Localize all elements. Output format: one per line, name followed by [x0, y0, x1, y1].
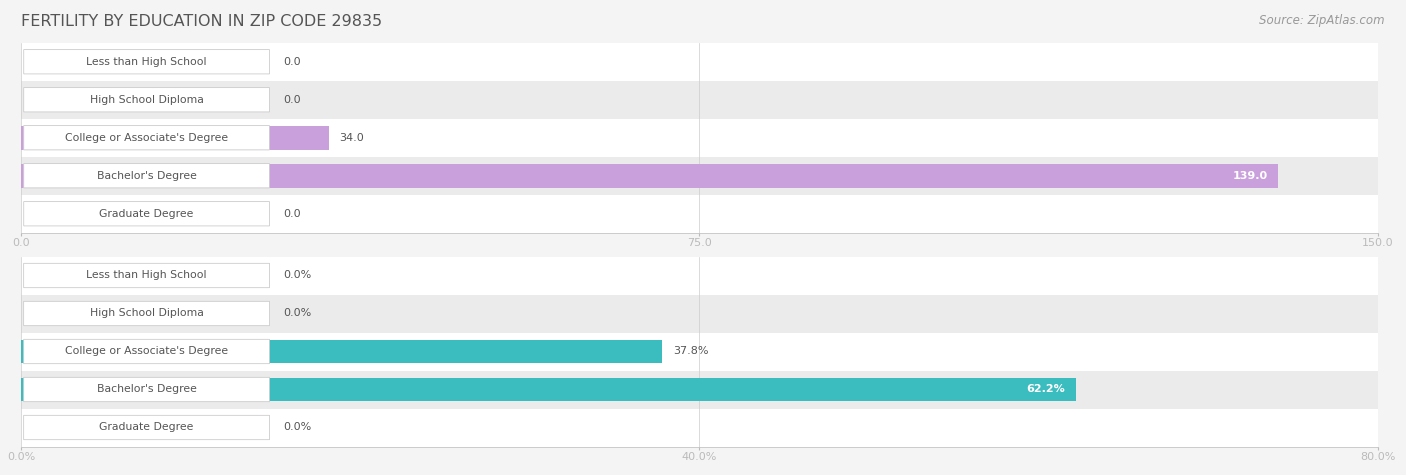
FancyBboxPatch shape: [24, 377, 270, 402]
FancyBboxPatch shape: [24, 49, 270, 74]
Text: Bachelor's Degree: Bachelor's Degree: [97, 171, 197, 181]
Bar: [21, 126, 329, 150]
Text: FERTILITY BY EDUCATION IN ZIP CODE 29835: FERTILITY BY EDUCATION IN ZIP CODE 29835: [21, 14, 382, 29]
Text: 0.0%: 0.0%: [283, 270, 311, 281]
Bar: [21, 157, 1378, 195]
Text: 0.0: 0.0: [283, 57, 301, 67]
Text: Less than High School: Less than High School: [86, 270, 207, 281]
Text: 0.0: 0.0: [283, 209, 301, 219]
Text: 0.0%: 0.0%: [283, 422, 311, 433]
Text: College or Associate's Degree: College or Associate's Degree: [65, 346, 228, 357]
Bar: [21, 340, 662, 363]
Bar: [21, 43, 1378, 81]
Text: Bachelor's Degree: Bachelor's Degree: [97, 384, 197, 395]
Text: 0.0: 0.0: [283, 95, 301, 105]
Bar: [21, 195, 1378, 233]
FancyBboxPatch shape: [24, 87, 270, 112]
Bar: [21, 256, 1378, 294]
FancyBboxPatch shape: [24, 339, 270, 364]
Text: 62.2%: 62.2%: [1026, 384, 1066, 395]
Bar: [21, 332, 1378, 371]
Text: 0.0%: 0.0%: [283, 308, 311, 319]
Text: Less than High School: Less than High School: [86, 57, 207, 67]
Bar: [21, 119, 1378, 157]
Text: 139.0: 139.0: [1233, 171, 1268, 181]
Text: High School Diploma: High School Diploma: [90, 95, 204, 105]
Bar: [21, 378, 1076, 401]
Text: Source: ZipAtlas.com: Source: ZipAtlas.com: [1260, 14, 1385, 27]
Text: 37.8%: 37.8%: [673, 346, 709, 357]
Text: 34.0: 34.0: [339, 133, 364, 143]
Text: Graduate Degree: Graduate Degree: [100, 422, 194, 433]
Text: Graduate Degree: Graduate Degree: [100, 209, 194, 219]
Bar: [21, 81, 1378, 119]
Text: College or Associate's Degree: College or Associate's Degree: [65, 133, 228, 143]
Bar: [21, 294, 1378, 332]
FancyBboxPatch shape: [24, 125, 270, 150]
Bar: [21, 408, 1378, 446]
Bar: [21, 164, 1278, 188]
FancyBboxPatch shape: [24, 201, 270, 226]
FancyBboxPatch shape: [24, 415, 270, 440]
FancyBboxPatch shape: [24, 163, 270, 188]
FancyBboxPatch shape: [24, 263, 270, 288]
Bar: [21, 370, 1378, 408]
FancyBboxPatch shape: [24, 301, 270, 326]
Text: High School Diploma: High School Diploma: [90, 308, 204, 319]
